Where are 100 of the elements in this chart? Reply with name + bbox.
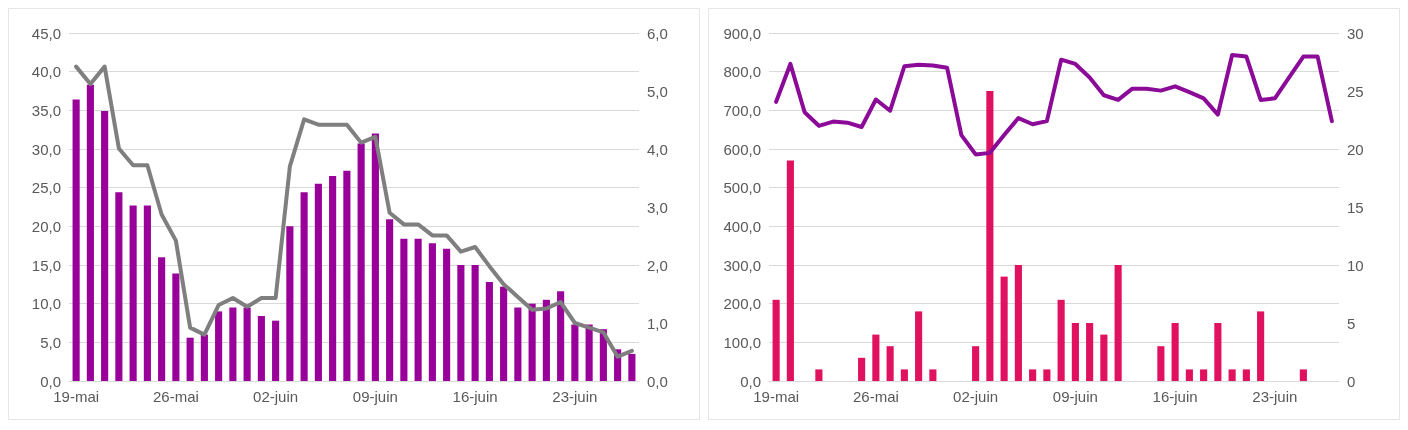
bar — [1299, 369, 1307, 381]
bar — [1228, 369, 1236, 381]
bar — [1242, 369, 1250, 381]
bar — [229, 307, 237, 381]
x-tick-label: 02-juin — [953, 388, 999, 405]
bar — [314, 183, 322, 381]
y-tick-label: 40,0 — [31, 63, 61, 81]
y-tick-label: 5,0 — [40, 333, 61, 351]
bar — [786, 160, 794, 381]
y-tick-label: 200,0 — [723, 295, 761, 313]
y-tick-label: 25,0 — [31, 179, 61, 197]
y-tick-label: 35,0 — [31, 101, 61, 119]
y2-tick-label: 5,0 — [647, 82, 668, 100]
bar — [414, 238, 422, 381]
y2-tick-label: 1,0 — [647, 314, 668, 332]
bar — [1014, 265, 1022, 381]
x-tick-label: 16-juin — [452, 388, 498, 405]
x-tick-label: 16-juin — [1152, 388, 1198, 405]
bar — [1185, 369, 1193, 381]
bar — [585, 324, 593, 381]
bar — [1086, 323, 1094, 381]
bar — [443, 248, 451, 381]
bar — [86, 84, 94, 381]
bar — [900, 369, 908, 381]
bar — [628, 353, 636, 381]
bar — [357, 143, 365, 381]
y-tick-label: 500,0 — [723, 179, 761, 197]
bar — [428, 243, 436, 381]
bar — [886, 346, 894, 381]
y-tick-label: 100,0 — [723, 333, 761, 351]
bar — [186, 337, 194, 381]
x-tick-label: 02-juin — [253, 388, 299, 405]
bar — [329, 176, 337, 381]
y-tick-label: 600,0 — [723, 140, 761, 158]
x-tick-label: 26-mai — [852, 388, 899, 405]
bar — [542, 299, 550, 381]
y2-tick-label: 15 — [1347, 198, 1364, 216]
y2-tick-label: 2,0 — [647, 256, 668, 274]
bar — [1114, 265, 1122, 381]
bar — [1043, 369, 1051, 381]
bar — [1257, 311, 1265, 381]
y-tick-label: 20,0 — [31, 217, 61, 235]
bar — [1200, 369, 1208, 381]
bar — [557, 291, 565, 381]
bar — [300, 192, 308, 381]
y2-tick-label: 4,0 — [647, 140, 668, 158]
y-tick-label: 0,0 — [740, 372, 761, 390]
y2-tick-label: 0 — [1347, 372, 1356, 390]
x-tick-label: 23-juin — [552, 388, 598, 405]
y2-tick-label: 20 — [1347, 140, 1364, 158]
bar — [1000, 276, 1008, 381]
bar — [101, 111, 109, 381]
bar — [571, 324, 579, 381]
bar — [1057, 299, 1065, 381]
bar — [72, 99, 80, 381]
bar — [272, 320, 280, 381]
bar — [243, 307, 251, 381]
x-tick-label: 09-juin — [352, 388, 398, 405]
y2-tick-label: 10 — [1347, 256, 1364, 274]
bar — [129, 205, 137, 381]
y-tick-label: 700,0 — [723, 101, 761, 119]
bar — [514, 307, 522, 381]
x-tick-label: 26-mai — [152, 388, 199, 405]
x-tick-label: 23-juin — [1252, 388, 1298, 405]
bar — [400, 238, 408, 381]
y-tick-label: 30,0 — [31, 140, 61, 158]
bar — [1214, 323, 1222, 381]
y-tick-label: 800,0 — [723, 63, 761, 81]
bar — [158, 257, 166, 381]
bar — [457, 265, 465, 381]
bar — [200, 334, 208, 381]
y2-tick-label: 6,0 — [647, 24, 668, 42]
bar — [929, 369, 937, 381]
y-tick-label: 0,0 — [40, 372, 61, 390]
bar — [1071, 323, 1079, 381]
bar — [1171, 323, 1179, 381]
x-tick-label: 09-juin — [1052, 388, 1098, 405]
bar — [371, 133, 379, 381]
bar — [872, 334, 880, 381]
bar — [143, 205, 151, 381]
bar — [1157, 346, 1165, 381]
bar — [343, 170, 351, 381]
bar — [286, 226, 294, 381]
bar — [386, 219, 394, 381]
y2-tick-label: 0,0 — [647, 372, 668, 390]
y-tick-label: 900,0 — [723, 24, 761, 42]
line-series — [774, 53, 1334, 157]
y-tick-label: 10,0 — [31, 295, 61, 313]
bar — [172, 273, 180, 381]
bar — [1029, 369, 1037, 381]
y-tick-label: 300,0 — [723, 256, 761, 274]
bar — [1100, 334, 1108, 381]
bar — [972, 346, 980, 381]
line-series — [74, 64, 634, 359]
y-tick-label: 45,0 — [31, 24, 61, 42]
y2-tick-label: 25 — [1347, 82, 1364, 100]
bar — [772, 299, 780, 381]
bar — [528, 303, 536, 381]
bar — [815, 369, 823, 381]
y-tick-label: 400,0 — [723, 217, 761, 235]
